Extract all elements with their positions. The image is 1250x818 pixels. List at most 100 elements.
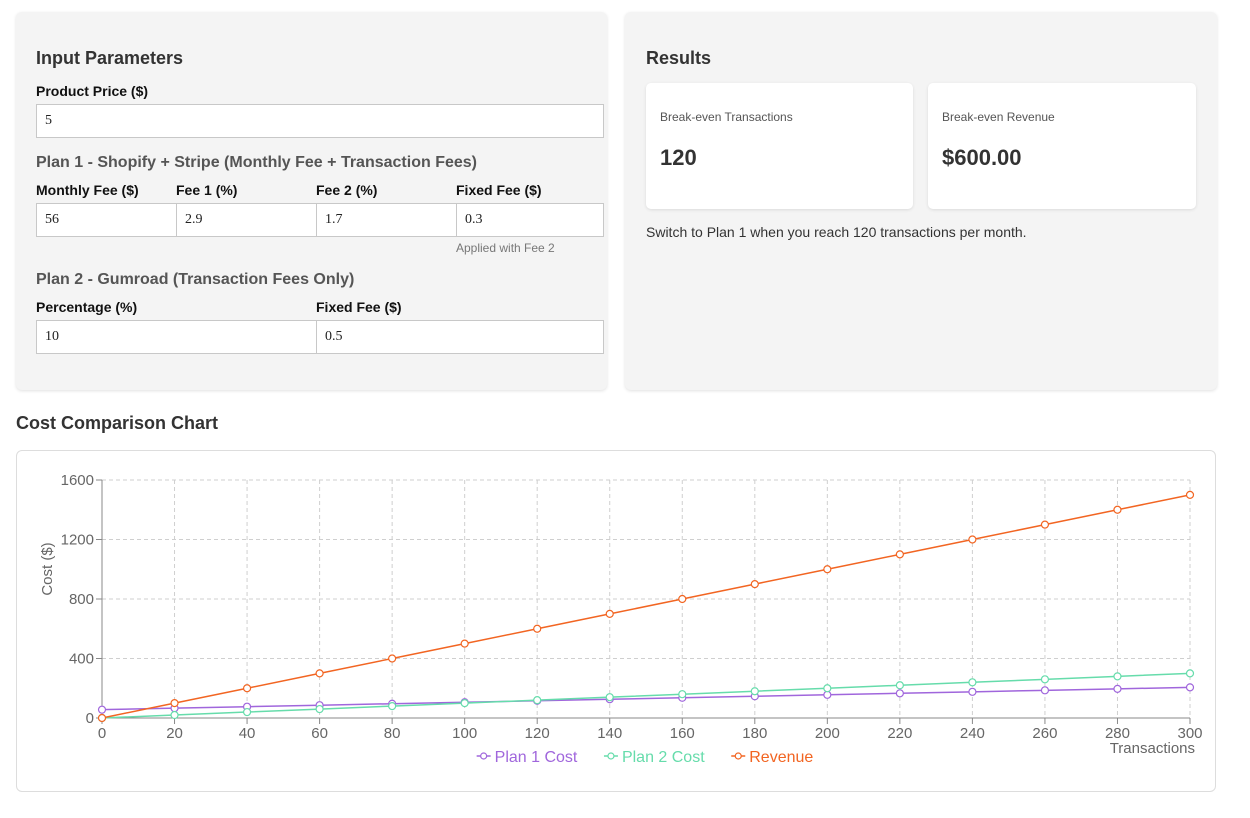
plan2-percentage-label: Percentage (%) xyxy=(36,299,138,315)
x-tick-label: 120 xyxy=(525,725,550,742)
plan1-fixed-fee-input[interactable] xyxy=(456,203,604,237)
data-point-revenue xyxy=(388,654,397,663)
x-tick-label: 200 xyxy=(815,725,840,742)
input-parameters-title: Input Parameters xyxy=(36,48,184,68)
data-point-plan-2-cost xyxy=(315,704,324,714)
chart-title: Cost Comparison Chart xyxy=(16,413,219,433)
break-even-revenue-label: Break-even Revenue xyxy=(942,110,1055,124)
plan1-fee2-label: Fee 2 (%) xyxy=(316,182,378,198)
plan1-fee1-input[interactable] xyxy=(176,203,317,237)
break-even-revenue-value: $600.00 xyxy=(942,145,1022,170)
x-tick-label: 240 xyxy=(960,725,985,742)
data-point-revenue xyxy=(895,550,904,559)
data-point-revenue xyxy=(1113,505,1122,514)
data-point-revenue xyxy=(968,535,977,544)
y-tick-label: 0 xyxy=(86,710,94,727)
series-line-plan-2-cost xyxy=(101,672,1191,719)
x-tick-label: 180 xyxy=(742,725,767,742)
data-point-revenue xyxy=(533,624,542,633)
chart-grid xyxy=(102,479,1191,718)
data-point-plan-2-cost xyxy=(1185,669,1195,678)
legend-swatch-marker xyxy=(607,752,615,760)
switch-plan-message: Switch to Plan 1 when you reach 120 tran… xyxy=(646,224,1027,240)
chart-canvas: 0 20 40 60 80 100 120 140 160 180 200 220 240 260 280 3… xyxy=(39,472,1203,766)
data-point-revenue xyxy=(460,639,469,648)
data-point-plan-2-cost xyxy=(823,684,832,693)
x-tick-label: 220 xyxy=(887,725,912,742)
x-tick-label: 300 xyxy=(1177,725,1202,742)
series-line-revenue xyxy=(101,494,1191,719)
legend-label: Plan 1 Cost xyxy=(495,749,578,766)
break-even-transactions-card: Break-even Transactions 120 xyxy=(646,83,913,209)
plan1-fixed-fee-hint: Applied with Fee 2 xyxy=(456,241,555,255)
data-point-plan-1-cost xyxy=(895,689,904,698)
data-point-revenue xyxy=(1185,490,1195,499)
data-point-revenue xyxy=(750,580,759,589)
data-point-plan-2-cost xyxy=(605,693,614,702)
data-point-revenue xyxy=(315,669,324,678)
plan1-fixed-fee-label: Fixed Fee ($) xyxy=(456,182,542,198)
y-tick-label: 800 xyxy=(69,591,94,608)
data-point-plan-2-cost xyxy=(1040,675,1050,684)
break-even-transactions-value: 120 xyxy=(660,145,697,170)
break-even-revenue-card: Break-even Revenue $600.00 xyxy=(928,83,1196,209)
data-point-plan-2-cost xyxy=(1113,672,1122,681)
plan1-title: Plan 1 - Shopify + Stripe (Monthly Fee +… xyxy=(36,154,477,171)
data-point-plan-2-cost xyxy=(678,690,687,699)
data-point-plan-1-cost xyxy=(968,687,977,696)
data-point-revenue xyxy=(1040,520,1050,529)
plan1-monthly-fee-input[interactable] xyxy=(36,203,177,237)
y-tick-label: 1600 xyxy=(61,472,94,489)
data-point-plan-2-cost xyxy=(242,707,252,717)
legend-item-plan-2-cost: Plan 2 Cost xyxy=(603,749,705,766)
x-tick-label: 20 xyxy=(166,725,183,742)
break-even-transactions-label: Break-even Transactions xyxy=(660,110,793,124)
legend-swatch-marker xyxy=(734,752,742,760)
legend-swatch-marker xyxy=(480,752,488,760)
product-price-label: Product Price ($) xyxy=(36,83,149,99)
x-tick-label: 100 xyxy=(452,725,477,742)
x-tick-label: 40 xyxy=(239,725,256,742)
plan1-fee2-input[interactable] xyxy=(316,203,457,237)
input-parameters-panel: Input Parameters Product Price ($) Plan … xyxy=(16,12,607,390)
data-point-plan-1-cost xyxy=(1040,686,1050,695)
y-tick-label: 1200 xyxy=(61,532,94,549)
data-point-plan-2-cost xyxy=(533,696,542,705)
plan2-fixed-fee-input[interactable] xyxy=(316,320,604,354)
data-point-plan-1-cost xyxy=(1113,684,1122,693)
x-tick-label: 80 xyxy=(384,725,401,742)
results-panel: Results Break-even Transactions 120 Brea… xyxy=(625,12,1217,390)
series-line-plan-1-cost xyxy=(101,686,1191,711)
plan1-monthly-fee-label: Monthly Fee ($) xyxy=(36,182,139,198)
legend-label: Plan 2 Cost xyxy=(622,749,705,766)
data-point-revenue xyxy=(242,684,252,693)
y-tick-label: 400 xyxy=(69,651,94,668)
plan2-percentage-input[interactable] xyxy=(36,320,317,354)
data-point-revenue xyxy=(678,594,687,604)
data-point-revenue xyxy=(170,699,179,708)
x-axis-label: Transactions xyxy=(1110,740,1195,757)
data-point-plan-2-cost xyxy=(388,702,397,711)
data-point-plan-2-cost xyxy=(170,710,179,720)
x-tick-label: 0 xyxy=(98,725,106,742)
legend-item-revenue: Revenue xyxy=(731,749,813,766)
data-point-revenue xyxy=(97,713,107,723)
data-point-plan-2-cost xyxy=(895,681,904,690)
x-tick-label: 160 xyxy=(670,725,695,742)
chart-series xyxy=(97,490,1195,723)
product-price-input[interactable] xyxy=(36,104,604,138)
legend-label: Revenue xyxy=(749,749,813,766)
legend-item-plan-1-cost: Plan 1 Cost xyxy=(476,749,578,766)
cost-comparison-chart: 0 20 40 60 80 100 120 140 160 180 200 220 240 260 280 3… xyxy=(16,450,1216,792)
chart-legend: Plan 1 Cost Plan 2 Cost Revenue xyxy=(476,749,813,766)
data-point-revenue xyxy=(823,565,832,574)
plan1-fee1-label: Fee 1 (%) xyxy=(176,182,238,198)
data-point-plan-1-cost xyxy=(1185,683,1195,692)
plan2-title: Plan 2 - Gumroad (Transaction Fees Only) xyxy=(36,271,355,288)
data-point-plan-2-cost xyxy=(460,699,469,708)
data-point-plan-1-cost xyxy=(97,705,107,714)
data-point-revenue xyxy=(605,609,614,618)
data-point-plan-2-cost xyxy=(750,687,759,696)
x-tick-label: 140 xyxy=(597,725,622,742)
results-title: Results xyxy=(646,48,712,68)
